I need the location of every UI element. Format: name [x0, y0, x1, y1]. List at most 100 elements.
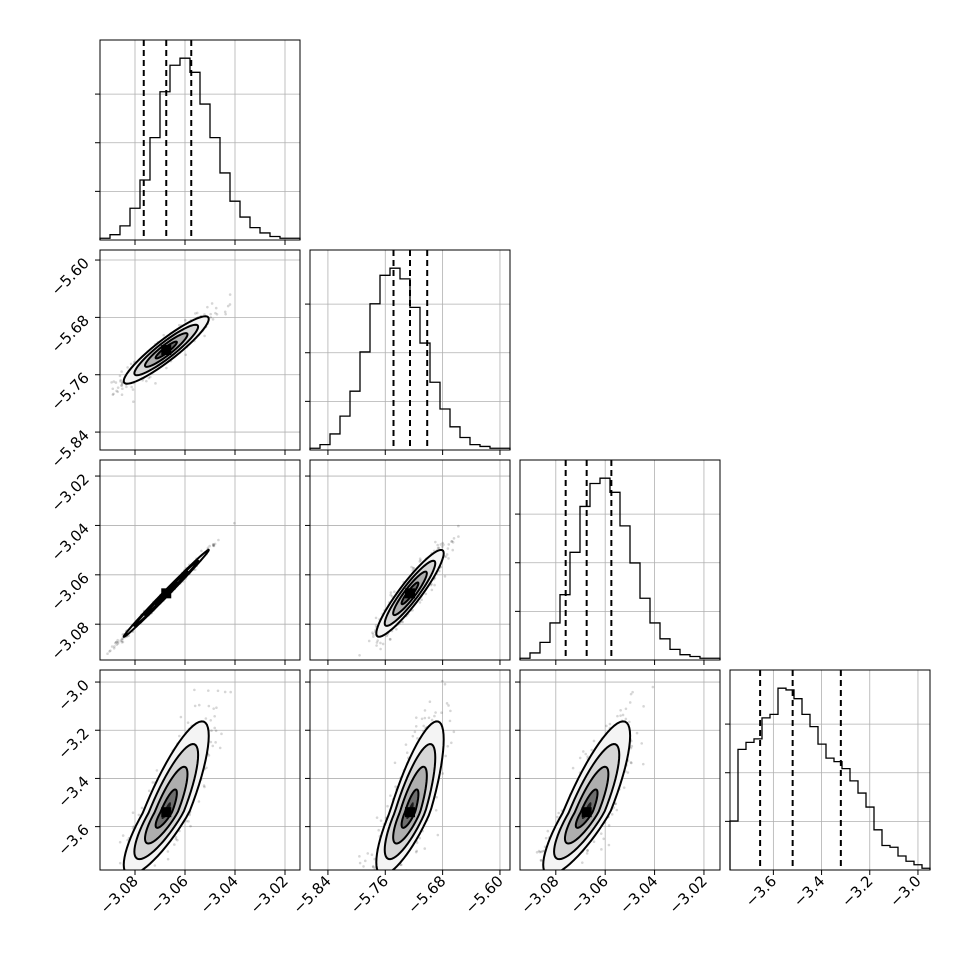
panel-frame — [99, 249, 301, 451]
sample-point — [433, 583, 436, 587]
sample-point — [615, 808, 619, 812]
sample-point — [374, 616, 378, 620]
sample-point — [423, 709, 427, 712]
sample-point — [233, 521, 236, 525]
contour-level-1 — [154, 340, 178, 360]
sample-point — [616, 714, 619, 718]
sample-point — [405, 751, 409, 755]
sample-point — [197, 703, 201, 707]
sample-point — [119, 380, 122, 383]
scatter-panel-r4-c3: −3.08 −3.06 −3.04 −3.02 — [515, 669, 721, 917]
sample-point — [223, 690, 227, 694]
sample-point — [116, 640, 120, 644]
sample-point — [457, 524, 460, 528]
sample-point — [174, 835, 178, 839]
sample-point — [174, 837, 178, 841]
sample-point — [185, 819, 188, 823]
sample-point — [178, 734, 181, 738]
sample-point — [139, 878, 142, 881]
sample-point — [229, 690, 232, 694]
sample-point — [558, 872, 561, 875]
sample-point — [537, 849, 541, 853]
sample-point — [129, 362, 133, 366]
y-tick-label: −5.68 — [48, 311, 93, 356]
x-tick-label: −3.02 — [666, 872, 711, 917]
sample-point — [228, 303, 232, 306]
sample-point — [147, 376, 151, 380]
sample-point — [450, 540, 453, 543]
sample-point — [116, 386, 120, 389]
sample-point — [434, 540, 437, 544]
sample-point — [374, 624, 378, 627]
sample-point — [115, 643, 119, 646]
y-tick-label: −3.04 — [48, 520, 93, 565]
sample-point — [539, 859, 543, 862]
x-tick-label: −3.2 — [838, 872, 876, 910]
sample-point — [610, 813, 614, 816]
panel-body — [535, 685, 655, 877]
scatter-panel-r3-c1: −3.08−3.06−3.04 −3.02 — [48, 459, 301, 665]
sample-point — [447, 543, 451, 546]
sample-point — [203, 785, 206, 789]
sample-point — [223, 310, 227, 314]
sample-point — [414, 850, 418, 854]
sample-point — [624, 717, 628, 721]
sample-point — [162, 333, 165, 337]
x-tick-label: −3.06 — [147, 872, 192, 917]
sample-point — [386, 804, 389, 808]
sample-point — [418, 601, 422, 604]
sample-point — [120, 639, 124, 642]
sample-point — [213, 726, 217, 730]
panel-frame — [729, 669, 931, 871]
x-tick-label: −3.6 — [742, 872, 780, 910]
sample-point — [206, 546, 210, 550]
sample-point — [441, 541, 444, 545]
sample-point — [602, 837, 605, 841]
x-tick-label: −3.02 — [247, 872, 292, 917]
sample-point — [535, 850, 539, 854]
contour-level-3 — [133, 323, 200, 377]
sample-point — [109, 649, 112, 652]
sample-point — [207, 704, 211, 708]
sample-point — [381, 642, 385, 646]
sample-point — [126, 838, 129, 842]
sample-point — [166, 850, 170, 853]
sample-point — [114, 640, 118, 644]
sample-point — [423, 847, 427, 850]
histogram-step — [519, 477, 721, 660]
sample-point — [215, 312, 219, 316]
x-tick-label: −3.06 — [567, 872, 612, 917]
panel-frame — [519, 669, 721, 871]
sample-point — [445, 702, 449, 705]
sample-point — [577, 874, 580, 877]
sample-point — [446, 547, 450, 550]
sample-point — [193, 568, 197, 571]
sample-point — [203, 313, 206, 316]
sample-point — [79, 408, 82, 411]
sample-point — [115, 389, 118, 393]
sample-point — [563, 872, 566, 875]
sample-point — [428, 700, 432, 704]
sample-point — [193, 704, 197, 708]
sample-point — [112, 646, 116, 650]
sample-point — [541, 850, 544, 853]
sample-point — [132, 400, 135, 403]
sample-point — [641, 762, 645, 766]
contour-level-4 — [375, 548, 445, 638]
contour-level-1 — [154, 788, 178, 829]
sample-point — [389, 591, 393, 594]
sample-point — [416, 737, 419, 740]
sample-point — [115, 879, 118, 882]
panel-body — [358, 524, 460, 657]
sample-point — [214, 729, 218, 733]
sample-point — [412, 870, 415, 873]
sample-point — [592, 840, 596, 843]
scatter-panel-r2-c1: −5.84 −5.76 −5.68 −5.60 — [48, 249, 301, 471]
sample-point — [113, 645, 116, 648]
sample-point — [424, 592, 428, 596]
panel-frame — [99, 459, 301, 661]
sample-point — [209, 312, 213, 316]
sample-point — [605, 724, 608, 728]
sample-point — [450, 539, 454, 543]
sample-point — [125, 385, 128, 389]
